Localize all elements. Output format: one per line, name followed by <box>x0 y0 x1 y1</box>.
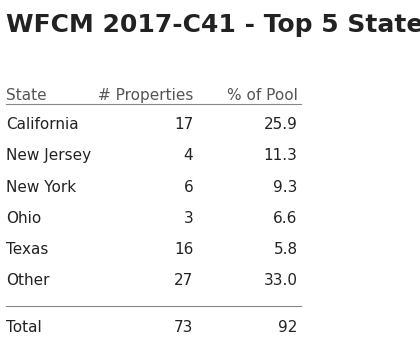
Text: 9.3: 9.3 <box>273 180 298 194</box>
Text: 16: 16 <box>174 242 193 257</box>
Text: New York: New York <box>6 180 76 194</box>
Text: Ohio: Ohio <box>6 211 42 226</box>
Text: # Properties: # Properties <box>98 89 193 103</box>
Text: 6: 6 <box>184 180 193 194</box>
Text: Total: Total <box>6 320 42 336</box>
Text: % of Pool: % of Pool <box>227 89 298 103</box>
Text: Texas: Texas <box>6 242 49 257</box>
Text: 73: 73 <box>174 320 193 336</box>
Text: 27: 27 <box>174 273 193 288</box>
Text: 25.9: 25.9 <box>264 117 298 132</box>
Text: 11.3: 11.3 <box>264 149 298 163</box>
Text: WFCM 2017-C41 - Top 5 States: WFCM 2017-C41 - Top 5 States <box>6 13 420 37</box>
Text: 5.8: 5.8 <box>273 242 298 257</box>
Text: New Jersey: New Jersey <box>6 149 91 163</box>
Text: 92: 92 <box>278 320 298 336</box>
Text: California: California <box>6 117 79 132</box>
Text: Other: Other <box>6 273 50 288</box>
Text: State: State <box>6 89 47 103</box>
Text: 17: 17 <box>174 117 193 132</box>
Text: 3: 3 <box>184 211 193 226</box>
Text: 6.6: 6.6 <box>273 211 298 226</box>
Text: 33.0: 33.0 <box>264 273 298 288</box>
Text: 4: 4 <box>184 149 193 163</box>
